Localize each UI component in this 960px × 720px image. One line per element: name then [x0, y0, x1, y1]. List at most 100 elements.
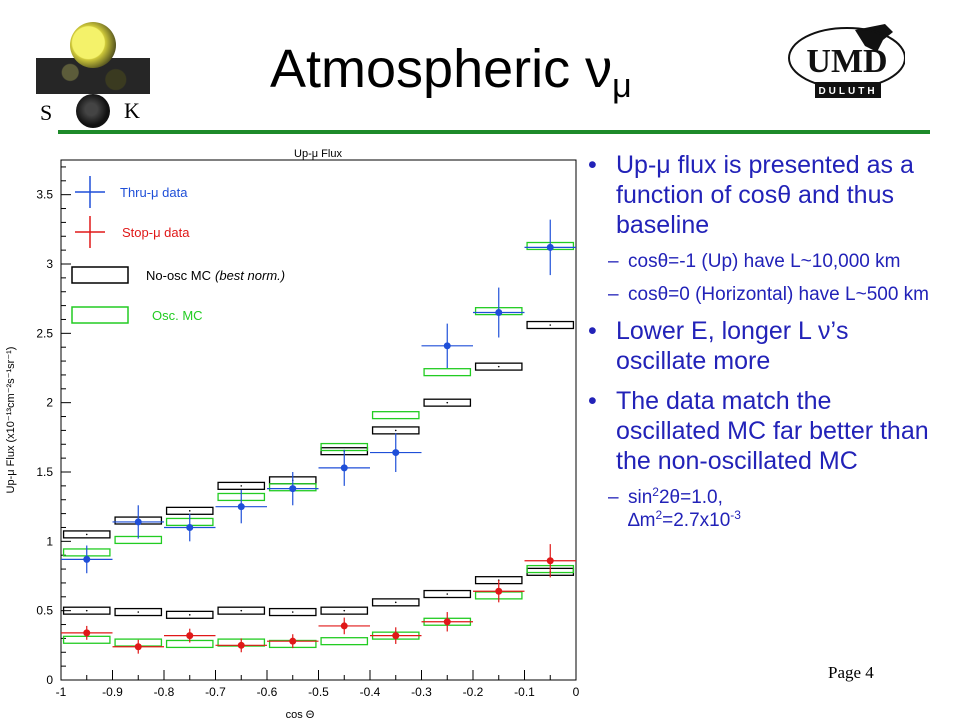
noosc-mc-box: [217, 481, 266, 490]
noosc-mc-box: [526, 320, 575, 330]
thru-mu-point: [83, 555, 91, 563]
dash-icon: –: [608, 251, 619, 272]
noosc-mc-center: [85, 609, 88, 612]
sk-logo-letter-s: S: [40, 100, 53, 125]
noosc-mc-box: [62, 530, 111, 539]
noosc-mc-center: [446, 593, 449, 595]
noosc-mc-center: [85, 533, 88, 536]
bullet-3-sub-1: – sin22θ=1.0, ∆m2=2.7x10-3: [608, 485, 741, 531]
y-tick-label: 0.5: [36, 604, 53, 618]
y-tick-label: 3.5: [36, 188, 53, 202]
stop-mu-point: [546, 557, 554, 565]
osc-mc-box: [423, 368, 472, 377]
noosc-mc-box: [114, 607, 163, 617]
noosc-mc-center: [446, 401, 449, 404]
axis-ticks: -1 -0.9 -0.8 -0.7 -0.6 -0.5 -0.4 -0.3 -0.2 -0.1 0 0…: [36, 166, 580, 699]
stop-mu-point: [289, 637, 297, 645]
thru-mu-point: [134, 518, 142, 526]
noosc-mc-box: [62, 606, 111, 615]
x-tick-label: -0.6: [257, 685, 278, 699]
noosc-mc-center: [549, 324, 552, 326]
umd-logo-subtext: DULUTH: [818, 86, 877, 97]
stop-mu-point: [495, 587, 503, 595]
noosc-mc-center: [291, 611, 294, 613]
bullet-2: • Lower E, longer L ν’s oscillate more: [588, 317, 849, 375]
legend-thru-label: Thru-μ data: [120, 185, 188, 200]
umd-logo-bulldog-icon: [855, 24, 893, 52]
stop-mu-point: [134, 643, 142, 651]
sk-logo-earth-icon: [76, 94, 110, 128]
dash-icon: –: [608, 284, 619, 305]
thru-mu-point: [443, 342, 451, 350]
x-tick-label: -0.3: [411, 685, 432, 699]
thru-mu-point: [495, 309, 503, 317]
plot-frame: [60, 159, 577, 681]
noosc-mc-center: [497, 365, 500, 368]
stop-mu-point: [340, 622, 348, 630]
super-kamiokande-logo: S K: [30, 18, 160, 130]
x-tick-label: -0.1: [514, 685, 535, 699]
bullet-dot-icon: •: [588, 151, 597, 179]
x-axis-label: cos Θ: [286, 709, 315, 720]
legend-noosc-label: No-osc MC (best norm.): [146, 268, 285, 283]
noosc-mc-center: [394, 601, 397, 604]
umd-logo-text: UMD: [806, 43, 887, 80]
thru-mu-point: [392, 449, 400, 457]
up-mu-flux-chart: Up-μ Flux cos Θ Up-μ Flux (x10⁻¹³cm⁻²s⁻¹…: [5, 148, 580, 720]
y-tick-label: 1.5: [36, 465, 53, 479]
x-tick-label: -0.7: [205, 685, 226, 699]
page-number: Page 4: [828, 663, 874, 682]
noosc-mc-center: [240, 609, 243, 612]
thru-mu-point: [237, 503, 245, 511]
stop-mu-point: [392, 632, 400, 640]
chart-legend: Thru-μ data Stop-μ data No-osc MC (best nor…: [71, 176, 285, 324]
chart-marks: [61, 219, 576, 654]
y-tick-label: 1: [46, 534, 53, 548]
stop-mu-point: [83, 629, 91, 637]
title-main: Atmospheric ν: [270, 39, 613, 99]
y-tick-label: 3: [46, 257, 53, 271]
osc-mc-box: [371, 411, 420, 420]
noosc-mc-center: [394, 429, 397, 432]
umd-duluth-logo: UMD DULUTH: [788, 24, 905, 98]
noosc-mc-box: [165, 610, 214, 619]
title-subscript: μ: [612, 67, 632, 105]
x-tick-label: -0.8: [154, 685, 175, 699]
thru-mu-point: [289, 485, 297, 493]
noosc-mc-box: [268, 607, 317, 617]
chart-title: Up-μ Flux: [294, 148, 342, 160]
sk-logo-sun-icon: [70, 22, 116, 68]
title-divider: [58, 130, 930, 134]
slide-title: Atmospheric νμ: [270, 38, 632, 106]
thru-mu-point: [340, 464, 348, 472]
osc-mc-box: [320, 637, 369, 646]
bullet-list: • Up-μ flux is presented as a function of…: [588, 150, 938, 542]
noosc-mc-box: [217, 606, 266, 615]
x-tick-label: -0.9: [102, 685, 123, 699]
dash-icon: –: [608, 487, 619, 508]
umd-logo-band: [815, 82, 881, 98]
bullet-1: • Up-μ flux is presented as a function of…: [588, 151, 914, 239]
legend-noosc-box: [71, 266, 129, 284]
thru-mu-point: [186, 523, 194, 531]
x-tick-label: -0.2: [463, 685, 484, 699]
y-tick-label: 0: [46, 673, 53, 687]
noosc-mc-box: [371, 598, 420, 607]
stop-mu-point: [443, 618, 451, 626]
y-tick-label: 2: [46, 396, 53, 410]
x-tick-label: -0.5: [308, 685, 329, 699]
bullet-dot-icon: •: [588, 387, 597, 415]
stop-mu-point: [186, 632, 194, 640]
stop-mu-point: [237, 641, 245, 649]
noosc-mc-center: [188, 614, 191, 616]
y-tick-label: 2.5: [36, 326, 53, 340]
noosc-mc-center: [343, 609, 346, 612]
noosc-mc-center: [137, 611, 140, 613]
legend-noosc-note: (best norm.): [215, 268, 285, 283]
y-axis-label: Up-μ Flux (x10⁻¹³cm⁻²s⁻¹sr⁻¹): [5, 347, 17, 494]
x-tick-label: -0.4: [360, 685, 381, 699]
bullet-3: • The data match the oscillated MC far be…: [588, 387, 929, 475]
x-tick-label: 0: [573, 685, 580, 699]
legend-osc-label: Osc. MC: [152, 308, 203, 323]
noosc-mc-center: [240, 485, 243, 487]
